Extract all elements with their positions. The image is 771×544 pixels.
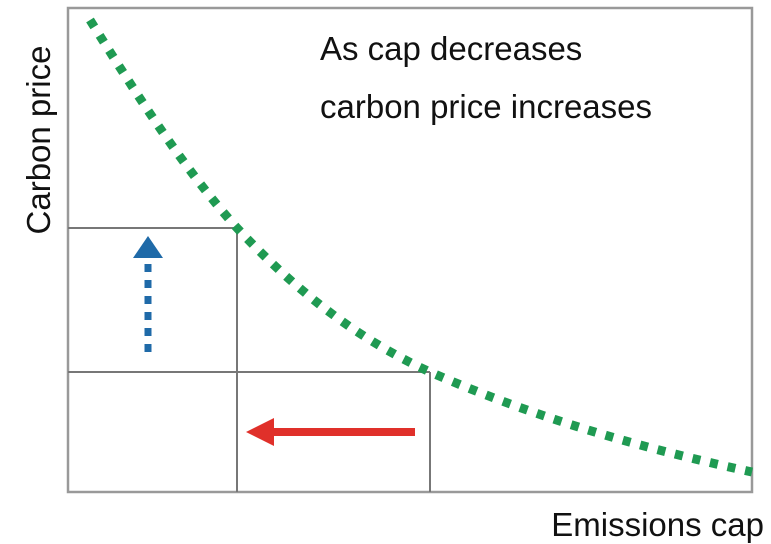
cap-arrow-head bbox=[246, 418, 274, 446]
x-axis-label: Emissions cap bbox=[551, 506, 764, 543]
annotation-line: carbon price increases bbox=[320, 88, 652, 125]
plot-frame bbox=[66, 6, 754, 494]
y-axis-label: Carbon price bbox=[20, 46, 57, 235]
price-arrow-head bbox=[133, 236, 163, 258]
demand-curve bbox=[86, 17, 753, 477]
annotation-line: As cap decreases bbox=[320, 30, 582, 67]
